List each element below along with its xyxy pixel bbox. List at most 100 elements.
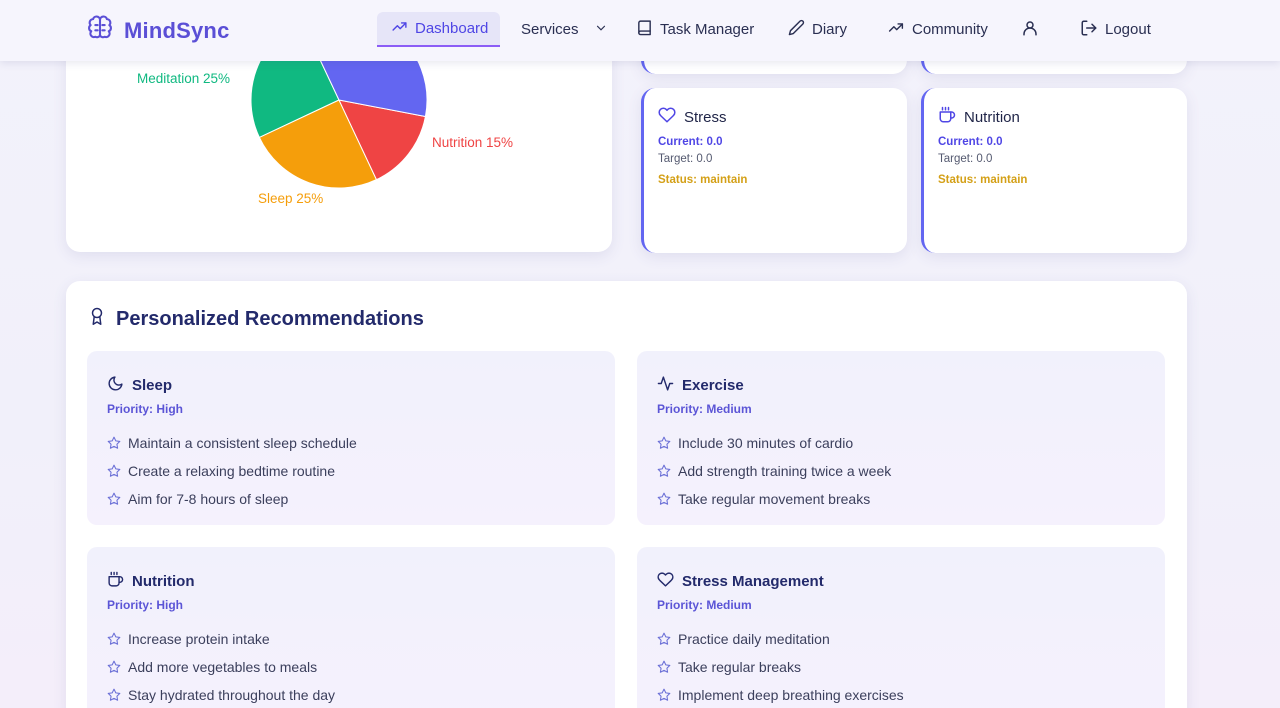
tip-text: Take regular movement breaks xyxy=(678,491,871,507)
nav-task-manager-label: Task Manager xyxy=(660,21,755,38)
star-icon xyxy=(107,632,121,646)
recommendations-heading: Personalized Recommendations xyxy=(88,305,424,333)
recommendation-priority: Priority: High xyxy=(107,402,184,416)
metric-title: Stress xyxy=(658,106,727,128)
metric-title-text: Nutrition xyxy=(964,108,1020,126)
recommendation-nutrition: Nutrition Priority: High Increase protei… xyxy=(87,547,615,708)
list-item: Take regular movement breaks xyxy=(657,485,891,513)
star-icon xyxy=(107,464,121,478)
heart-icon xyxy=(657,571,674,592)
star-icon xyxy=(657,632,671,646)
recommendation-tips: Practice daily meditation Take regular b… xyxy=(657,625,904,708)
nav-diary-label: Diary xyxy=(812,21,848,38)
list-item: Add more vegetables to meals xyxy=(107,653,335,681)
recommendation-title: Sleep xyxy=(132,377,173,394)
metric-current: Current: 0.0 xyxy=(938,136,1003,148)
star-icon xyxy=(107,492,121,506)
recommendation-title: Exercise xyxy=(682,377,744,394)
nav-task-manager[interactable]: Task Manager xyxy=(636,12,754,47)
recommendations-card: Personalized Recommendations Sleep Prior… xyxy=(66,281,1187,708)
metric-status: Status: maintain xyxy=(938,174,1028,186)
coffee-icon xyxy=(107,571,124,592)
activity-icon xyxy=(657,375,674,396)
chevron-down-icon xyxy=(594,21,608,39)
star-icon xyxy=(657,688,671,702)
nav-dashboard-label: Dashboard xyxy=(415,20,489,37)
pie-label-sleep: Sleep 25% xyxy=(258,191,324,206)
tip-text: Include 30 minutes of cardio xyxy=(678,435,854,451)
recommendations-title: Personalized Recommendations xyxy=(116,307,424,330)
list-item: Create a relaxing bedtime routine xyxy=(107,457,357,485)
recommendation-priority: Priority: Medium xyxy=(657,402,752,416)
recommendation-stress-management: Stress Management Priority: Medium Pract… xyxy=(637,547,1165,708)
nav-logout-label: Logout xyxy=(1105,21,1151,38)
top-navbar: MindSync Dashboard Services Task Manager… xyxy=(0,0,1280,61)
pie-label-meditation: Meditation 25% xyxy=(137,71,231,86)
star-icon xyxy=(657,464,671,478)
trending-up-icon xyxy=(887,19,905,40)
brain-icon xyxy=(86,14,114,47)
star-icon xyxy=(107,688,121,702)
tip-text: Add strength training twice a week xyxy=(678,463,892,479)
star-icon xyxy=(657,492,671,506)
recommendation-priority: Priority: High xyxy=(107,598,184,612)
recommendation-head: Stress Management xyxy=(657,571,824,592)
metric-card-stress: Stress Current: 0.0 Target: 0.0 Status: … xyxy=(641,88,907,253)
logout-icon xyxy=(1080,19,1098,41)
nav-dashboard[interactable]: Dashboard xyxy=(377,12,500,47)
list-item: Increase protein intake xyxy=(107,625,335,653)
pie-slice-nutrition xyxy=(338,99,427,181)
tip-text: Practice daily meditation xyxy=(678,631,830,647)
heart-icon xyxy=(658,106,676,128)
nav-profile[interactable] xyxy=(1021,12,1039,47)
list-item: Implement deep breathing exercises xyxy=(657,681,904,708)
recommendation-head: Nutrition xyxy=(107,571,194,592)
nav-services[interactable]: Services xyxy=(521,12,608,47)
metric-status: Status: maintain xyxy=(658,174,748,186)
list-item: Aim for 7-8 hours of sleep xyxy=(107,485,357,513)
list-item: Add strength training twice a week xyxy=(657,457,891,485)
metric-card-nutrition: Nutrition Current: 0.0 Target: 0.0 Statu… xyxy=(921,88,1187,253)
recommendation-tips: Include 30 minutes of cardio Add strengt… xyxy=(657,429,891,513)
moon-icon xyxy=(107,375,124,396)
metric-current: Current: 0.0 xyxy=(658,136,723,148)
metric-title: Nutrition xyxy=(938,106,1020,128)
recommendation-sleep: Sleep Priority: High Maintain a consiste… xyxy=(87,351,615,525)
nav-logout[interactable]: Logout xyxy=(1080,12,1151,47)
tip-text: Maintain a consistent sleep schedule xyxy=(128,435,357,451)
book-icon xyxy=(636,19,653,40)
recommendation-tips: Increase protein intake Add more vegetab… xyxy=(107,625,335,708)
star-icon xyxy=(107,660,121,674)
metric-target: Target: 0.0 xyxy=(658,153,713,165)
tip-text: Increase protein intake xyxy=(128,631,270,647)
recommendation-priority: Priority: Medium xyxy=(657,598,752,612)
award-icon xyxy=(88,305,106,333)
pie-label-nutrition: Nutrition 15% xyxy=(432,135,514,150)
recommendation-head: Sleep xyxy=(107,375,172,396)
list-item: Practice daily meditation xyxy=(657,625,904,653)
brand[interactable]: MindSync xyxy=(86,14,230,47)
metric-title-text: Stress xyxy=(684,108,727,126)
nav-diary[interactable]: Diary xyxy=(788,12,847,47)
brand-name: MindSync xyxy=(124,17,230,43)
pie-slice-sleep xyxy=(258,99,378,189)
tip-text: Create a relaxing bedtime routine xyxy=(128,463,336,479)
recommendation-head: Exercise xyxy=(657,375,744,396)
list-item: Stay hydrated throughout the day xyxy=(107,681,335,708)
tip-text: Add more vegetables to meals xyxy=(128,659,318,675)
user-icon xyxy=(1021,19,1039,41)
pencil-icon xyxy=(788,19,805,40)
list-item: Maintain a consistent sleep schedule xyxy=(107,429,357,457)
tip-text: Stay hydrated throughout the day xyxy=(128,687,336,703)
tip-text: Take regular breaks xyxy=(678,659,801,675)
tip-text: Aim for 7-8 hours of sleep xyxy=(128,491,289,507)
metric-target: Target: 0.0 xyxy=(938,153,993,165)
nav-community-label: Community xyxy=(912,21,988,38)
list-item: Take regular breaks xyxy=(657,653,904,681)
nav-services-label: Services xyxy=(521,21,579,38)
nav-community[interactable]: Community xyxy=(887,12,988,47)
recommendation-exercise: Exercise Priority: Medium Include 30 min… xyxy=(637,351,1165,525)
coffee-icon xyxy=(938,106,956,128)
recommendation-title: Stress Management xyxy=(682,573,824,590)
recommendation-title: Nutrition xyxy=(132,573,195,590)
